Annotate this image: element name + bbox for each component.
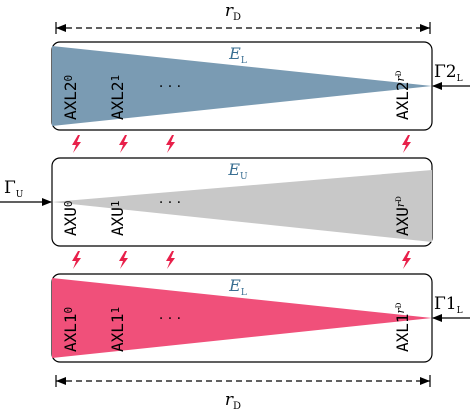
block-axu-flux-label: ΓU: [4, 178, 24, 200]
lightning-bolt-icon: [72, 251, 81, 269]
block-axu: EU AXU0 AXU1 AXUrD · · · ΓU: [0, 157, 433, 247]
lightning-bolt-icon: [402, 135, 411, 153]
block-axl2-wedge: [52, 46, 432, 126]
block-axu-wedge: [52, 170, 432, 242]
dimension-bottom-arrow-left: [56, 377, 66, 385]
dimension-top-label: rD: [225, 1, 241, 23]
block-axu-unit-label: AXU0: [61, 200, 80, 236]
block-axl1: EL AXL10 AXL11 AXL1rD · · · Γ1L: [51, 273, 470, 363]
block-axl1-flux-label: Γ1L: [434, 294, 463, 316]
dimension-bottom: rD: [55, 375, 431, 412]
block-axu-energy-label: EU: [227, 160, 248, 182]
block-axl1-unit-label: AXL10: [61, 307, 80, 352]
block-axl1-unit-label: AXL1rD: [393, 302, 412, 352]
block-axl2-flux-label: Γ2L: [434, 62, 463, 84]
block-axl2: EL AXL20 AXL21 AXL2rD · · · Γ2L: [51, 41, 470, 131]
block-axl1-wedge: [52, 278, 432, 358]
dimension-bottom-arrow-right: [420, 377, 430, 385]
block-axl2-ellipsis: · · ·: [159, 79, 181, 95]
lightning-bolt-icon: [166, 135, 175, 153]
lightning-bolt-icon: [119, 135, 128, 153]
block-axl2-unit-label: AXL21: [108, 75, 127, 120]
lightning-bolt-icon: [72, 135, 81, 153]
block-axl2-energy-label: EL: [228, 44, 247, 66]
blocks-layer: EL AXL20 AXL21 AXL2rD · · · Γ2L EU AXU0 AXU1 AXUr…: [0, 41, 470, 363]
block-axu-unit-label: AXU1: [108, 200, 127, 236]
block-axl2-unit-label: AXL2rD: [393, 70, 412, 120]
bolts-layer: [72, 135, 411, 269]
lightning-bolt-icon: [119, 251, 128, 269]
lightning-bolt-icon: [166, 251, 175, 269]
block-axl1-energy-label: EL: [228, 276, 247, 298]
block-axu-ellipsis: · · ·: [159, 195, 181, 211]
block-axl1-ellipsis: · · ·: [159, 311, 181, 327]
dimension-top-arrow-right: [420, 24, 430, 32]
dimension-top: rD: [55, 1, 431, 34]
dimension-top-arrow-left: [56, 24, 66, 32]
block-axl1-unit-label: AXL11: [108, 307, 127, 352]
block-axl2-unit-label: AXL20: [61, 75, 80, 120]
block-axu-unit-label: AXUrD: [393, 196, 412, 236]
lightning-bolt-icon: [402, 251, 411, 269]
dimension-bottom-label: rD: [225, 390, 241, 412]
